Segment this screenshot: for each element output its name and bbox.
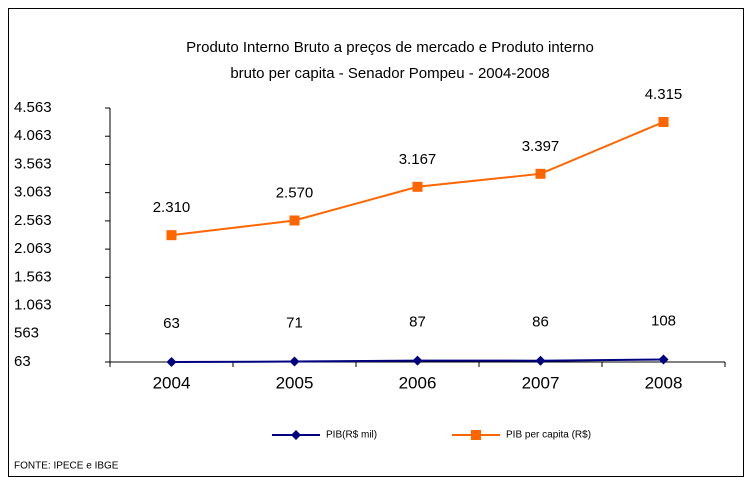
y-tick-label: 2.063 bbox=[14, 240, 52, 257]
point bbox=[289, 356, 300, 367]
data-label: 86 bbox=[532, 314, 549, 331]
point bbox=[412, 181, 423, 192]
data-label: 2.570 bbox=[276, 184, 314, 201]
y-tick-label: 63 bbox=[14, 353, 31, 370]
point bbox=[471, 430, 481, 440]
y-tick-label: 3.563 bbox=[14, 155, 52, 172]
data-label: 4.315 bbox=[645, 86, 683, 103]
data-label: 108 bbox=[651, 312, 676, 329]
source: FONTE: IPECE e IBGE bbox=[14, 461, 119, 472]
y-tick-label: 563 bbox=[14, 325, 39, 342]
y-tick-label: 3.063 bbox=[14, 184, 52, 201]
chart-subtitle: bruto per capita - Senador Pompeu - 2004… bbox=[230, 65, 549, 82]
point bbox=[658, 354, 669, 365]
legend-label: PIB(R$ mil) bbox=[326, 430, 377, 441]
x-tick-label: 2007 bbox=[522, 373, 560, 392]
legend-label: PIB per capita (R$) bbox=[506, 430, 591, 441]
x-tick-label: 2008 bbox=[645, 373, 683, 392]
data-label: 71 bbox=[286, 315, 303, 332]
data-label: 3.167 bbox=[399, 151, 437, 168]
y-tick-label: 2.563 bbox=[14, 212, 52, 229]
point bbox=[535, 355, 546, 366]
chart-title: Produto Interno Bruto a preços de mercad… bbox=[186, 39, 594, 56]
x-tick-label: 2005 bbox=[276, 373, 314, 392]
y-tick-label: 1.563 bbox=[14, 268, 52, 285]
data-label: 63 bbox=[163, 315, 180, 332]
data-label: 87 bbox=[409, 314, 426, 331]
frame bbox=[8, 8, 744, 477]
y-tick-label: 4.563 bbox=[14, 99, 52, 116]
x-tick-label: 2006 bbox=[399, 373, 437, 392]
y-tick-label: 4.063 bbox=[14, 127, 52, 144]
data-label: 2.310 bbox=[153, 199, 191, 216]
point bbox=[166, 230, 177, 241]
point bbox=[291, 430, 301, 440]
point bbox=[289, 215, 300, 226]
point bbox=[166, 357, 177, 367]
y-tick-label: 1.063 bbox=[14, 297, 52, 314]
data-label: 3.397 bbox=[522, 138, 560, 155]
point bbox=[535, 168, 546, 179]
point bbox=[412, 355, 423, 366]
x-tick-label: 2004 bbox=[153, 373, 191, 392]
point bbox=[658, 116, 669, 127]
